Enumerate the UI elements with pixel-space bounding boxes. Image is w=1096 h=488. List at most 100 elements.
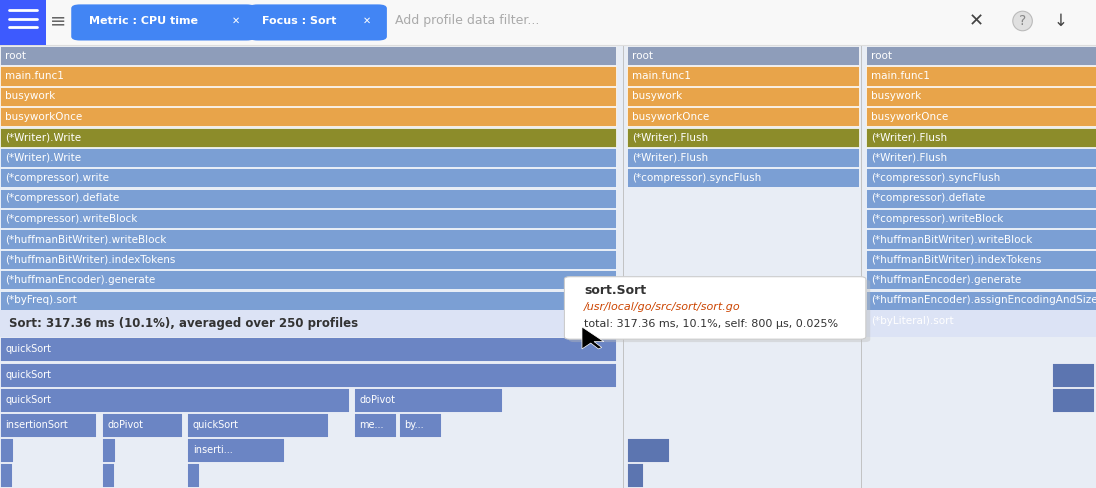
Text: main.func1: main.func1 — [5, 71, 65, 81]
FancyBboxPatch shape — [564, 277, 866, 339]
Text: main.func1: main.func1 — [871, 71, 931, 81]
Text: (*compressor).writeBlock: (*compressor).writeBlock — [871, 214, 1004, 224]
Polygon shape — [582, 327, 604, 349]
Text: root: root — [871, 51, 892, 61]
Bar — [0, 464, 12, 488]
Text: quickSort: quickSort — [5, 345, 52, 354]
Text: busywork: busywork — [5, 91, 56, 102]
Bar — [0, 87, 616, 106]
Bar — [866, 46, 1096, 65]
Bar — [0, 229, 616, 248]
Bar — [866, 148, 1096, 167]
Bar — [866, 250, 1096, 269]
Bar — [0, 310, 1096, 337]
Bar — [0, 127, 616, 147]
Text: quickSort: quickSort — [193, 420, 239, 430]
Text: busyworkOnce: busyworkOnce — [632, 112, 709, 122]
Bar — [0, 46, 616, 65]
Text: total: 317.36 ms, 10.1%, self: 800 μs, 0.025%: total: 317.36 ms, 10.1%, self: 800 μs, 0… — [584, 319, 838, 329]
Bar — [0, 0, 1096, 45]
Text: (*Writer).Write: (*Writer).Write — [5, 152, 81, 163]
Text: main.func1: main.func1 — [632, 71, 692, 81]
Bar — [627, 438, 669, 462]
Text: Focus : Sort: Focus : Sort — [262, 16, 336, 26]
Text: Metric : CPU time: Metric : CPU time — [89, 16, 198, 26]
Bar — [0, 337, 616, 361]
Bar — [0, 148, 616, 167]
Text: quickSort: quickSort — [5, 395, 52, 405]
Bar — [866, 209, 1096, 228]
Text: doPivot: doPivot — [107, 420, 144, 430]
Text: sort.Sort: sort.Sort — [584, 284, 647, 297]
Text: busywork: busywork — [632, 91, 683, 102]
Text: (*Writer).Write: (*Writer).Write — [5, 132, 81, 142]
Bar — [627, 127, 859, 147]
Bar — [866, 66, 1096, 85]
Bar — [627, 87, 859, 106]
Bar — [0, 0, 46, 45]
Bar — [0, 270, 616, 289]
Bar — [627, 148, 859, 167]
Text: (*compressor).write: (*compressor).write — [5, 173, 110, 183]
Bar — [866, 87, 1096, 106]
FancyBboxPatch shape — [71, 4, 255, 41]
Text: (*compressor).syncFlush: (*compressor).syncFlush — [871, 173, 1001, 183]
Text: doPivot: doPivot — [359, 395, 396, 405]
Bar — [399, 413, 441, 437]
Bar — [866, 311, 1096, 330]
Text: ≡: ≡ — [50, 12, 66, 30]
Text: (*huffmanBitWriter).indexTokens: (*huffmanBitWriter).indexTokens — [871, 254, 1041, 264]
Bar — [187, 413, 328, 437]
Text: busyworkOnce: busyworkOnce — [871, 112, 948, 122]
Bar — [866, 168, 1096, 187]
Bar — [627, 168, 859, 187]
FancyBboxPatch shape — [249, 4, 387, 41]
Bar — [866, 189, 1096, 208]
Text: ?: ? — [1019, 14, 1026, 28]
Text: root: root — [632, 51, 653, 61]
Bar — [627, 46, 859, 65]
Bar — [0, 388, 349, 412]
Text: (*Writer).Flush: (*Writer).Flush — [871, 132, 947, 142]
Text: (*compressor).syncFlush: (*compressor).syncFlush — [632, 173, 762, 183]
Text: me...: me... — [359, 420, 384, 430]
Bar — [866, 107, 1096, 126]
Text: busyworkOnce: busyworkOnce — [5, 112, 82, 122]
Text: ↓: ↓ — [1054, 12, 1068, 30]
Bar — [1052, 388, 1094, 412]
Text: Add profile data filter...: Add profile data filter... — [395, 15, 539, 27]
Bar — [102, 438, 115, 462]
Text: insertionSort: insertionSort — [5, 420, 68, 430]
Text: quickSort: quickSort — [5, 369, 52, 380]
Text: root: root — [5, 51, 26, 61]
Bar — [627, 464, 643, 488]
Text: (*huffmanBitWriter).writeBlock: (*huffmanBitWriter).writeBlock — [871, 234, 1032, 244]
Bar — [0, 107, 616, 126]
Text: (*huffmanEncoder).assignEncodingAndSize: (*huffmanEncoder).assignEncodingAndSize — [871, 295, 1096, 305]
Text: inserti...: inserti... — [193, 445, 232, 455]
Bar — [866, 290, 1096, 310]
Bar — [0, 66, 616, 85]
Text: ✕: ✕ — [969, 12, 984, 30]
Text: by...: by... — [404, 420, 424, 430]
Text: (*byFreq).sort: (*byFreq).sort — [5, 295, 78, 305]
Bar — [866, 270, 1096, 289]
Bar — [0, 363, 616, 386]
Text: (*huffmanBitWriter).writeBlock: (*huffmanBitWriter).writeBlock — [5, 234, 167, 244]
Bar — [866, 229, 1096, 248]
Text: (*compressor).deflate: (*compressor).deflate — [5, 193, 119, 203]
Text: (*compressor).writeBlock: (*compressor).writeBlock — [5, 214, 138, 224]
Text: (*huffmanEncoder).generate: (*huffmanEncoder).generate — [5, 275, 156, 285]
Bar — [0, 189, 616, 208]
Bar — [80, 8, 247, 37]
Bar — [0, 250, 616, 269]
Bar — [102, 464, 114, 488]
Bar — [627, 107, 859, 126]
Text: ✕: ✕ — [363, 16, 372, 26]
Bar — [0, 168, 616, 187]
Text: (*Writer).Flush: (*Writer).Flush — [871, 152, 947, 163]
Bar — [0, 438, 13, 462]
Text: /usr/local/go/src/sort/sort.go: /usr/local/go/src/sort/sort.go — [584, 302, 741, 312]
Bar — [866, 127, 1096, 147]
Bar — [102, 413, 182, 437]
